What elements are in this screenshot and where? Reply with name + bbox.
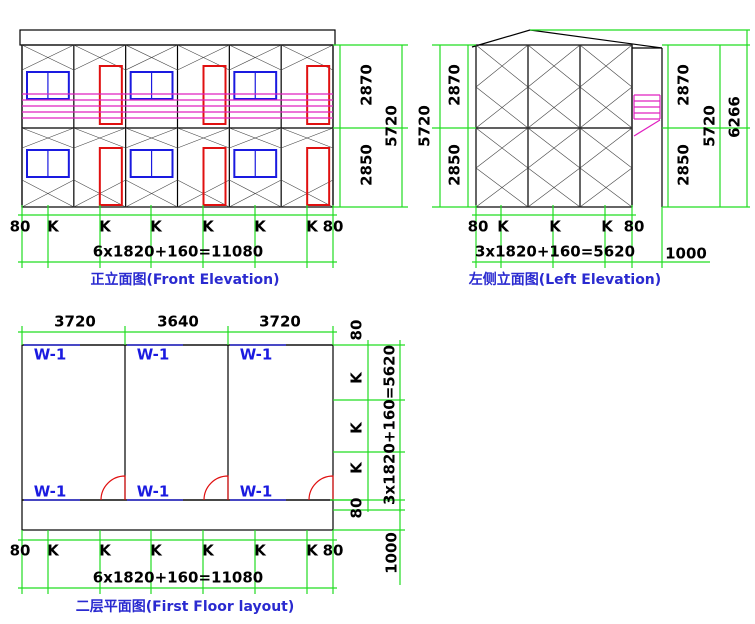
brace: [527, 86, 581, 129]
dimension: K: [202, 218, 215, 236]
dimension: 1000: [383, 532, 401, 574]
dimension: 3720: [54, 313, 96, 331]
brace: [579, 167, 633, 208]
dimension: 5720: [701, 105, 719, 147]
stair: [633, 119, 661, 137]
dimension: 2870: [446, 64, 464, 106]
dimension-total: 3x1820+160=5620: [381, 345, 399, 505]
brace: [229, 127, 282, 149]
window-label: W-1: [240, 483, 273, 501]
dimension: 80: [10, 218, 31, 236]
caption: 二层平面图(First Floor layout): [76, 599, 295, 615]
dimension: K: [497, 218, 510, 236]
dimension: K: [47, 218, 60, 236]
brace: [73, 44, 126, 71]
brace: [527, 167, 581, 208]
dimension: K: [150, 542, 163, 560]
dimension: 80: [323, 218, 344, 236]
caption: 左侧立面图(Left Elevation): [468, 271, 661, 288]
brace: [229, 44, 282, 71]
door: [202, 147, 227, 206]
door: [98, 65, 123, 125]
dimension: 80: [348, 498, 366, 519]
dimension: 80: [624, 218, 645, 236]
brace: [475, 167, 529, 208]
dimension: 2850: [675, 144, 693, 186]
dimension: 2870: [358, 64, 376, 106]
dimension: K: [348, 461, 366, 474]
brace: [579, 86, 633, 129]
brace: [125, 44, 178, 71]
brace: [21, 127, 74, 149]
dimension: K: [99, 218, 112, 236]
dimension: 80: [468, 218, 489, 236]
dimension: K: [306, 218, 319, 236]
caption: 正立面图(Front Elevation): [90, 271, 279, 288]
brace: [177, 127, 230, 149]
dimension-total: 6x1820+160=11080: [93, 569, 264, 587]
dimension: 2870: [675, 64, 693, 106]
window-label: W-1: [137, 483, 170, 501]
dimension: K: [348, 421, 366, 434]
brace: [281, 127, 334, 149]
linework: [18, 29, 750, 594]
window-label: W-1: [137, 346, 170, 364]
dimension: K: [306, 542, 319, 560]
brace: [229, 179, 282, 208]
dimension: 80: [10, 542, 31, 560]
dimension-total: 3x1820+160=5620: [475, 243, 635, 261]
door-swing: [308, 475, 334, 501]
dimension: 5720: [383, 105, 401, 147]
brace: [125, 179, 178, 208]
dimension: K: [99, 542, 112, 560]
brace: [21, 179, 74, 208]
brace: [475, 127, 529, 169]
door: [202, 65, 227, 125]
window-label: W-1: [34, 346, 67, 364]
dimension: 3720: [259, 313, 301, 331]
window-label: W-1: [240, 346, 273, 364]
brace: [579, 44, 633, 88]
brace: [527, 44, 581, 88]
brace: [579, 127, 633, 169]
dimension: 2850: [446, 144, 464, 186]
dimension: K: [601, 218, 614, 236]
dimension: K: [47, 542, 60, 560]
door-swing: [100, 475, 126, 501]
brace: [527, 127, 581, 169]
dimension: K: [150, 218, 163, 236]
door: [98, 147, 123, 206]
dimension: K: [348, 371, 366, 384]
door: [306, 147, 331, 206]
dimension: K: [202, 542, 215, 560]
dimension: K: [254, 218, 267, 236]
brace: [281, 44, 334, 71]
roof: [19, 29, 336, 46]
dimension: 3640: [157, 313, 199, 331]
brace: [475, 86, 529, 129]
brace: [73, 127, 126, 149]
dimension: 2850: [358, 144, 376, 186]
plan-outline: [21, 344, 334, 531]
door: [306, 65, 331, 125]
dimension: K: [254, 542, 267, 560]
dimension: K: [549, 218, 562, 236]
wall-outline: [475, 44, 633, 208]
brace: [21, 44, 74, 71]
dimension: 5720: [416, 105, 434, 147]
door-swing: [203, 475, 229, 501]
brace: [125, 127, 178, 149]
dimension: 1000: [665, 245, 707, 263]
dimension: 80: [323, 542, 344, 560]
dimension: 6266: [726, 96, 744, 138]
window-label: W-1: [34, 483, 67, 501]
brace: [177, 44, 230, 71]
dimension-total: 6x1820+160=11080: [93, 243, 264, 261]
dimension: 80: [348, 320, 366, 341]
brace: [475, 44, 529, 88]
